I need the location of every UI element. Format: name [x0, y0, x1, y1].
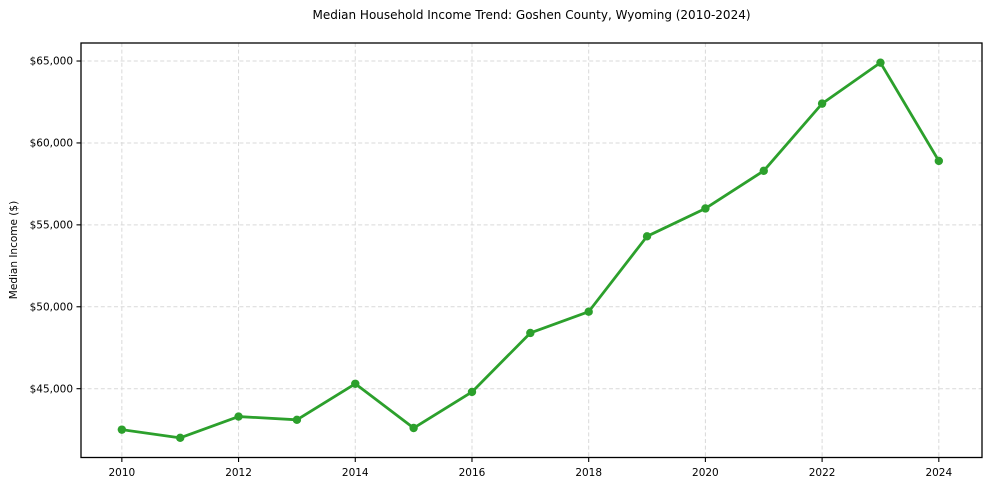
- y-tick-label: $60,000: [30, 138, 73, 150]
- data-point-2017: [526, 328, 535, 338]
- data-point-2020: [701, 204, 710, 213]
- data-point-2023: [876, 58, 885, 67]
- data-point-2022: [817, 99, 827, 108]
- data-point-2011: [176, 433, 185, 443]
- data-point-2024: [934, 156, 944, 166]
- x-tick-label: 2024: [925, 467, 952, 479]
- y-tick-label: $55,000: [30, 219, 73, 231]
- data-point-2010: [117, 425, 127, 434]
- x-tick-label: 2018: [575, 467, 602, 479]
- x-tick-label: 2012: [225, 467, 252, 479]
- plot-frame: [80, 42, 983, 459]
- chart-title: Median Household Income Trend: Goshen Co…: [312, 8, 751, 22]
- x-tick-label: 2020: [692, 467, 719, 479]
- x-tick-label: 2014: [342, 467, 369, 479]
- x-tick-label: 2022: [809, 467, 836, 479]
- data-point-2014: [351, 379, 360, 388]
- data-point-2021: [759, 166, 768, 175]
- x-tick-label: 2010: [108, 467, 135, 479]
- y-tick-label: $50,000: [30, 301, 73, 313]
- data-point-2018: [584, 307, 593, 316]
- data-point-2012: [234, 412, 243, 421]
- data-point-2016: [467, 387, 477, 397]
- x-tick-label: 2016: [459, 467, 486, 479]
- y-tick-label: $65,000: [30, 56, 73, 68]
- y-tick-label: $45,000: [30, 383, 73, 395]
- data-point-2019: [642, 232, 652, 241]
- data-point-2013: [292, 415, 302, 425]
- data-point-2015: [409, 423, 418, 433]
- trend-line: [120, 61, 941, 440]
